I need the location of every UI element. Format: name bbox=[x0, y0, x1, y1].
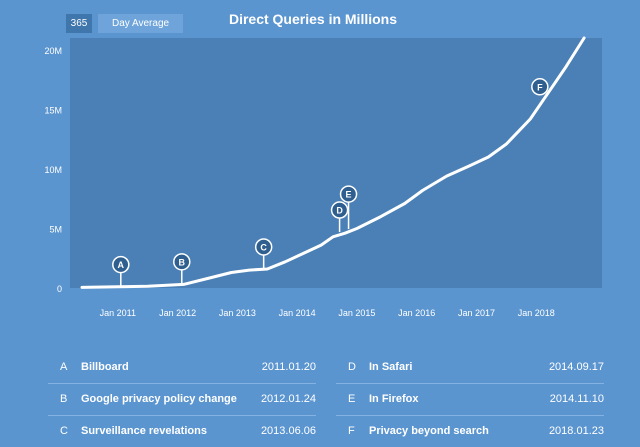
annotation-label: D bbox=[336, 206, 343, 216]
legend-letter: D bbox=[348, 361, 356, 373]
legend-left: A Billboard 2011.01.20 B Google privacy … bbox=[48, 352, 316, 447]
annotation-marker bbox=[254, 238, 273, 256]
annotation-label: F bbox=[537, 82, 543, 92]
x-tick-label: Jan 2011 bbox=[100, 308, 136, 318]
y-tick-label: 5M bbox=[49, 224, 62, 234]
chart-title: Direct Queries in Millions bbox=[228, 11, 398, 27]
legend-letter: C bbox=[60, 425, 68, 437]
y-tick-label: 15M bbox=[44, 105, 62, 115]
legend-letter: F bbox=[348, 425, 355, 437]
y-tick-label: 20M bbox=[44, 46, 62, 56]
legend-label: Google privacy policy change bbox=[81, 393, 237, 405]
legend-date: 2018.01.23 bbox=[548, 425, 604, 437]
legend-label: Privacy beyond search bbox=[369, 425, 489, 437]
plot-area bbox=[70, 38, 602, 288]
annotation-marker bbox=[173, 253, 191, 271]
annotation-label: A bbox=[118, 260, 125, 270]
legend-label: In Firefox bbox=[369, 393, 419, 405]
legend-date: 2014.09.17 bbox=[548, 361, 604, 373]
legend-label: In Safari bbox=[369, 361, 413, 373]
x-tick-label: Jan 2012 bbox=[159, 308, 196, 318]
series-line bbox=[80, 36, 586, 289]
legend-right: D In Safari 2014.09.17 E In Firefox 2014… bbox=[336, 352, 604, 447]
legend-date: 2012.01.24 bbox=[260, 393, 316, 405]
annotation-label: C bbox=[260, 242, 267, 252]
legend-label: Surveillance revelations bbox=[81, 425, 207, 437]
annotation-label: E bbox=[346, 190, 352, 200]
x-tick-label: Jan 2018 bbox=[518, 308, 555, 318]
x-tick-label: Jan 2017 bbox=[458, 308, 495, 318]
y-tick-label: 0 bbox=[57, 284, 62, 294]
legend-row: A Billboard 2011.01.20 bbox=[48, 352, 316, 384]
x-tick-label: Jan 2016 bbox=[398, 308, 435, 318]
days-selector[interactable]: 365 bbox=[66, 14, 92, 33]
annotation-label: B bbox=[179, 257, 186, 267]
y-tick-label: 10M bbox=[44, 165, 62, 175]
legend-letter: B bbox=[60, 393, 68, 405]
annotation-marker bbox=[339, 185, 358, 203]
annotation-marker bbox=[531, 78, 549, 96]
x-tick-label: Jan 2014 bbox=[279, 308, 316, 318]
legend-letter: A bbox=[60, 361, 68, 373]
legend-date: 2013.06.06 bbox=[260, 425, 316, 437]
x-tick-label: Jan 2015 bbox=[338, 308, 375, 318]
annotation-marker bbox=[112, 255, 130, 274]
legend-date: 2011.01.20 bbox=[261, 361, 316, 373]
legend-label: Billboard bbox=[81, 361, 129, 373]
x-tick-label: Jan 2013 bbox=[219, 308, 256, 318]
annotation-marker bbox=[330, 201, 349, 219]
legend-row: F Privacy beyond search 2018.01.23 bbox=[336, 416, 604, 447]
legend-date: 2014.11.10 bbox=[549, 393, 604, 405]
legend-row: E In Firefox 2014.11.10 bbox=[336, 384, 604, 416]
legend-row: D In Safari 2014.09.17 bbox=[336, 352, 604, 384]
legend-row: B Google privacy policy change 2012.01.2… bbox=[48, 384, 316, 416]
legend-row: C Surveillance revelations 2013.06.06 bbox=[48, 416, 316, 447]
legend-letter: E bbox=[348, 393, 356, 405]
day-average-label: Day Average bbox=[98, 14, 184, 33]
